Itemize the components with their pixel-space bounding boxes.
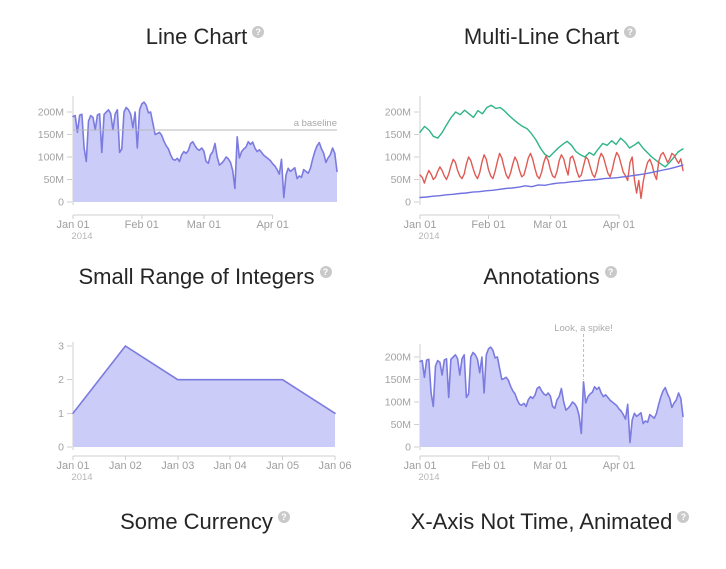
svg-text:Feb 01: Feb 01 bbox=[471, 219, 505, 231]
chart-title-currency: Some Currency bbox=[120, 509, 273, 534]
svg-text:0: 0 bbox=[58, 197, 64, 209]
help-icon[interactable]: ? bbox=[252, 26, 265, 38]
svg-text:Mar 01: Mar 01 bbox=[187, 219, 221, 231]
svg-text:Apr 01: Apr 01 bbox=[603, 460, 635, 472]
svg-text:Mar 01: Mar 01 bbox=[533, 219, 567, 231]
svg-text:Jan 05: Jan 05 bbox=[266, 460, 299, 472]
svg-text:200M: 200M bbox=[385, 352, 411, 364]
svg-text:Jan 02: Jan 02 bbox=[109, 460, 142, 472]
chart-title-multi-line: Multi-Line Chart bbox=[463, 24, 620, 49]
svg-text:50M: 50M bbox=[44, 174, 64, 186]
help-icon[interactable]: ? bbox=[277, 511, 290, 523]
svg-text:a baseline: a baseline bbox=[294, 118, 337, 129]
chart-section-multi-line: Multi-Line Chart? bbox=[385, 24, 715, 50]
svg-text:2014: 2014 bbox=[418, 231, 439, 242]
svg-text:Jan 04: Jan 04 bbox=[214, 460, 247, 472]
svg-text:1: 1 bbox=[58, 408, 64, 420]
help-icon[interactable]: ? bbox=[677, 511, 690, 523]
svg-text:50M: 50M bbox=[391, 174, 411, 186]
svg-text:Jan 01: Jan 01 bbox=[403, 460, 436, 472]
svg-text:Jan 01: Jan 01 bbox=[56, 460, 89, 472]
svg-text:50M: 50M bbox=[391, 419, 411, 431]
svg-text:0: 0 bbox=[405, 442, 411, 454]
svg-text:0: 0 bbox=[405, 197, 411, 209]
svg-text:Jan 03: Jan 03 bbox=[161, 460, 194, 472]
svg-text:200M: 200M bbox=[38, 107, 64, 119]
svg-text:100M: 100M bbox=[38, 152, 64, 164]
svg-text:2014: 2014 bbox=[71, 231, 92, 242]
svg-text:Mar 01: Mar 01 bbox=[533, 460, 567, 472]
chart-title-integers: Small Range of Integers bbox=[78, 264, 315, 289]
svg-text:Jan 01: Jan 01 bbox=[56, 219, 89, 231]
help-icon[interactable]: ? bbox=[624, 26, 637, 38]
svg-text:Feb 01: Feb 01 bbox=[471, 460, 505, 472]
svg-text:2014: 2014 bbox=[71, 472, 92, 483]
chart-title-xaxis-not-time: X-Axis Not Time, Animated bbox=[410, 509, 673, 534]
svg-text:Apr 01: Apr 01 bbox=[603, 219, 635, 231]
svg-text:2: 2 bbox=[58, 374, 64, 386]
svg-text:2014: 2014 bbox=[418, 472, 439, 483]
chart-section-line: Line Chart? bbox=[40, 24, 370, 50]
svg-text:Jan 06: Jan 06 bbox=[318, 460, 351, 472]
help-icon[interactable]: ? bbox=[319, 266, 332, 278]
svg-text:Jan 01: Jan 01 bbox=[403, 219, 436, 231]
svg-text:200M: 200M bbox=[385, 107, 411, 119]
svg-text:150M: 150M bbox=[385, 129, 411, 141]
svg-text:Apr 01: Apr 01 bbox=[256, 219, 288, 231]
svg-text:150M: 150M bbox=[38, 129, 64, 141]
chart-section-integers: Small Range of Integers? bbox=[40, 264, 370, 290]
chart-section-annotations: Annotations? bbox=[385, 264, 715, 290]
svg-text:Feb 01: Feb 01 bbox=[125, 219, 159, 231]
svg-text:3: 3 bbox=[58, 340, 64, 352]
chart-title-annotations: Annotations bbox=[483, 264, 600, 289]
chart-section-currency: Some Currency? bbox=[40, 509, 370, 535]
svg-text:150M: 150M bbox=[385, 374, 411, 386]
chart-section-xaxis-not-time: X-Axis Not Time, Animated? bbox=[385, 509, 715, 535]
svg-text:0: 0 bbox=[58, 442, 64, 454]
svg-text:Look, a spike!: Look, a spike! bbox=[554, 323, 613, 334]
help-icon[interactable]: ? bbox=[604, 266, 617, 278]
svg-text:100M: 100M bbox=[385, 397, 411, 409]
svg-text:100M: 100M bbox=[385, 152, 411, 164]
chart-title-line: Line Chart bbox=[145, 24, 248, 49]
